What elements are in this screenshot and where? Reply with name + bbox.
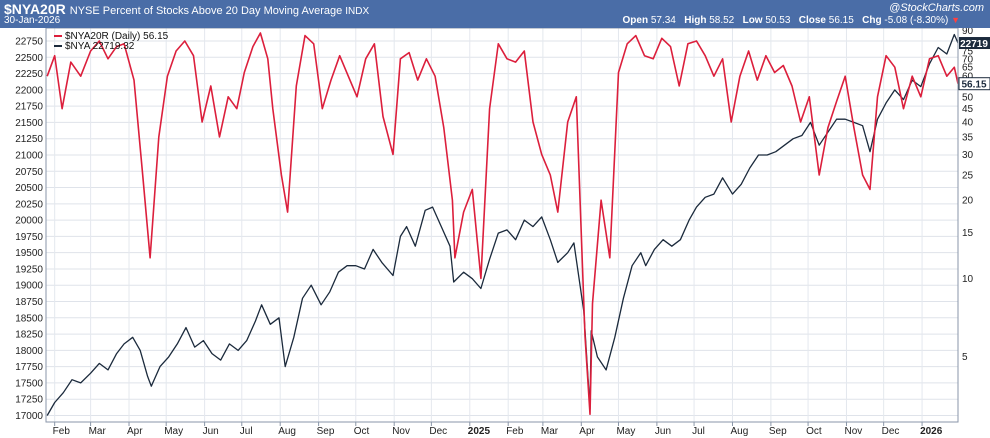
x-tick-label: Jul xyxy=(240,426,253,437)
x-tick-label: Dec xyxy=(429,426,447,437)
brand-logo: @StockCharts.com xyxy=(889,2,984,14)
right-tick-label: 75 xyxy=(962,47,974,58)
right-tick-label: 30 xyxy=(962,150,974,161)
right-tick-label: 25 xyxy=(962,170,974,181)
left-tick-label: 22500 xyxy=(15,53,43,64)
x-tick-label: Mar xyxy=(89,426,107,437)
left-tick-label: 18500 xyxy=(15,313,43,324)
left-tick-label: 21000 xyxy=(15,150,43,161)
left-tick-label: 17000 xyxy=(15,411,43,422)
series-lines xyxy=(46,32,959,416)
left-tick-label: 22750 xyxy=(15,37,43,48)
chart-date: 30-Jan-2026 xyxy=(4,15,61,26)
value-badges: 22719 56.15 xyxy=(958,37,990,91)
left-tick-label: 19500 xyxy=(15,248,43,259)
right-tick-label: 20 xyxy=(962,196,974,207)
legend-series1: $NYA20R (Daily) 56.15 xyxy=(65,31,169,42)
x-tick-label: Sep xyxy=(317,426,335,437)
x-tick-label: Jun xyxy=(203,426,219,437)
high-value: 58.52 xyxy=(709,15,735,26)
legend: $NYA20R (Daily) 56.15 $NYA 22719.32 xyxy=(54,31,169,52)
left-tick-label: 22250 xyxy=(15,69,43,80)
right-tick-label: 40 xyxy=(962,117,974,128)
open-value: 57.34 xyxy=(650,15,676,26)
close-label: Close xyxy=(798,15,826,26)
right-tick-label: 35 xyxy=(962,133,974,144)
x-axis-labels: Feb Mar Apr May Jun Jul Aug Sep Oct Nov Dec 2025 Feb… xyxy=(53,426,943,437)
close-value: 56.15 xyxy=(828,15,854,26)
ticker-description: NYSE Percent of Stocks Above 20 Day Movi… xyxy=(69,5,343,17)
left-tick-label: 20000 xyxy=(15,216,43,227)
left-tick-label: 19000 xyxy=(15,281,43,292)
nya-line xyxy=(46,33,959,416)
x-tick-label: Feb xyxy=(53,426,71,437)
chart-header: $NYA20R NYSE Percent of Stocks Above 20 D… xyxy=(0,0,990,28)
left-tick-label: 18750 xyxy=(15,297,43,308)
change-label: Chg xyxy=(862,15,882,26)
left-tick-label: 17250 xyxy=(15,395,43,406)
change-value: -5.08 (-8.30%) xyxy=(884,15,949,26)
ticker-symbol: $NYA20R xyxy=(4,1,66,17)
left-tick-label: 17500 xyxy=(15,378,43,389)
nya20r-badge xyxy=(958,77,990,91)
down-triangle-icon: ▼ xyxy=(951,15,960,25)
right-tick-label: 10 xyxy=(962,274,974,285)
x-tick-label: 2025 xyxy=(468,426,491,437)
x-tick-label: Apr xyxy=(127,426,143,437)
open-label: Open xyxy=(622,15,649,26)
ohlc-readout: Open 57.34 High 58.52 Low 50.53 Close 56… xyxy=(623,15,961,26)
chart-svg: 17000 17250 17500 17750 18000 18250 18500 18750… xyxy=(15,28,990,437)
x-tick-label: Jul xyxy=(692,426,705,437)
x-tick-label: Aug xyxy=(278,426,296,437)
nya20r-line xyxy=(46,32,959,415)
x-tick-label: May xyxy=(616,426,635,437)
x-tick-label: Apr xyxy=(579,426,595,437)
x-tick-label: Feb xyxy=(506,426,524,437)
right-tick-label: 50 xyxy=(962,92,974,103)
x-tick-label: Nov xyxy=(392,426,410,437)
x-tick-label: Dec xyxy=(882,426,900,437)
left-tick-label: 19750 xyxy=(15,232,43,243)
right-tick-label: 15 xyxy=(962,228,974,239)
right-tick-label: 45 xyxy=(962,104,974,115)
legend-series2: $NYA 22719.32 xyxy=(65,41,135,52)
x-tick-label: 2026 xyxy=(920,426,943,437)
low-value: 50.53 xyxy=(765,15,791,26)
nya-badge xyxy=(959,37,990,50)
left-tick-label: 22000 xyxy=(15,85,43,96)
nya20r-badge-label: 56.15 xyxy=(961,80,986,91)
left-tick-label: 20500 xyxy=(15,183,43,194)
left-tick-label: 20750 xyxy=(15,167,43,178)
x-tick-label: Nov xyxy=(844,426,862,437)
right-tick-label: 70 xyxy=(962,54,974,65)
x-tick-label: Jun xyxy=(655,426,671,437)
right-tick-label: 65 xyxy=(962,63,974,74)
left-tick-label: 19250 xyxy=(15,264,43,275)
left-tick-label: 18250 xyxy=(15,330,43,341)
left-tick-label: 20250 xyxy=(15,199,43,210)
left-tick-label: 21250 xyxy=(15,134,43,145)
title-line: $NYA20R NYSE Percent of Stocks Above 20 D… xyxy=(4,1,369,17)
left-tick-label: 21750 xyxy=(15,102,43,113)
left-tick-label: 17750 xyxy=(15,362,43,373)
exchange-label: INDX xyxy=(345,6,370,17)
x-tick-label: Sep xyxy=(769,426,787,437)
plot-frame xyxy=(45,28,959,423)
x-tick-label: Mar xyxy=(541,426,559,437)
left-tick-label: 18000 xyxy=(15,346,43,357)
x-tick-label: May xyxy=(164,426,183,437)
right-tick-label: 5 xyxy=(962,352,968,363)
x-tick-label: Oct xyxy=(806,426,822,437)
right-tick-label: 90 xyxy=(962,28,974,37)
high-label: High xyxy=(684,15,707,26)
nya-badge-label: 22719 xyxy=(960,39,988,50)
low-label: Low xyxy=(742,15,763,26)
left-tick-label: 21500 xyxy=(15,118,43,129)
grid-lines xyxy=(46,28,958,426)
left-axis-labels: 17000 17250 17500 17750 18000 18250 18500 18750… xyxy=(15,37,43,422)
x-tick-label: Aug xyxy=(730,426,748,437)
x-tick-label: Oct xyxy=(354,426,370,437)
